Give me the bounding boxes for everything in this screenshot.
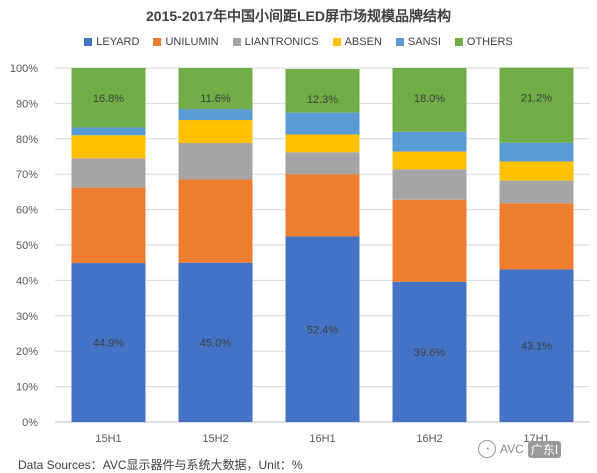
x-tick-label: 16H1	[309, 433, 335, 445]
bar-segment	[285, 69, 360, 113]
watermark-text: AVC	[500, 442, 524, 456]
legend-swatch	[454, 38, 463, 46]
y-tick-label: 20%	[16, 346, 38, 358]
bar-segment	[499, 180, 574, 204]
bar-segment	[178, 143, 253, 180]
bar-segment	[178, 109, 253, 121]
bar-segment	[71, 127, 146, 136]
x-tick-label: 15H2	[202, 433, 228, 445]
data-label: 44.9%	[93, 338, 124, 350]
legend-label: LIANTRONICS	[244, 36, 319, 48]
bar-segment	[499, 142, 574, 162]
legend-item: ABSEN	[332, 36, 382, 48]
bar-segment	[71, 187, 146, 264]
legend-item: OTHERS	[454, 36, 513, 48]
bar-segment	[178, 179, 253, 263]
y-tick-label: 40%	[16, 275, 38, 287]
x-tick-label: 15H1	[95, 433, 121, 445]
watermark: ◔ AVC 广东Ⅰ	[478, 440, 562, 458]
wechat-icon: ◔	[478, 440, 496, 458]
bar-segment	[285, 112, 360, 135]
bar-segment	[392, 199, 467, 282]
legend-label: ABSEN	[344, 36, 382, 48]
bar-segment	[71, 158, 146, 188]
y-tick-label: 60%	[16, 205, 38, 217]
bar-segment	[178, 68, 253, 110]
bar-segment	[392, 131, 467, 152]
bar-segment	[178, 120, 253, 144]
legend-swatch	[395, 38, 404, 46]
bar-segment	[71, 68, 146, 128]
data-label: 39.6%	[414, 347, 445, 359]
bar-segment	[178, 262, 253, 422]
legend-label: LEYARD	[96, 36, 140, 48]
data-label: 12.3%	[307, 94, 338, 106]
bar-segment	[392, 151, 467, 170]
legend-swatch	[84, 38, 93, 46]
data-label: 11.6%	[200, 93, 231, 105]
y-tick-label: 30%	[16, 311, 38, 323]
data-label: 16.8%	[93, 93, 124, 105]
legend-swatch	[153, 38, 162, 46]
data-source-note: Data Sources：AVC显示器件与系统大数据，Unit：%	[18, 458, 303, 472]
bar-segment	[285, 152, 360, 175]
data-label: 45.0%	[200, 337, 231, 349]
legend-item: LEYARD	[84, 36, 139, 48]
legend-item: SANSI	[395, 36, 441, 48]
y-tick-label: 100%	[10, 63, 38, 75]
bar-segment	[499, 161, 574, 181]
legend-item: UNILUMIN	[153, 36, 219, 48]
bar-segment	[499, 203, 574, 270]
bar-segment	[71, 135, 146, 159]
bar-segment	[499, 269, 574, 422]
bar-segment	[285, 174, 360, 237]
legend-swatch	[232, 38, 241, 46]
y-tick-label: 10%	[16, 382, 38, 394]
x-tick-label: 16H2	[416, 433, 442, 445]
data-label: 52.4%	[307, 324, 338, 336]
y-tick-label: 80%	[16, 134, 38, 146]
legend: LEYARD UNILUMIN LIANTRONICS ABSEN SANSI OTHER…	[0, 36, 597, 48]
legend-item: LIANTRONICS	[232, 36, 319, 48]
data-label: 43.1%	[521, 341, 552, 353]
y-tick-label: 0%	[22, 417, 38, 429]
data-label: 18.0%	[414, 93, 445, 105]
bar-segment	[71, 263, 146, 422]
legend-label: OTHERS	[466, 36, 513, 48]
y-tick-label: 90%	[16, 98, 38, 110]
bar-segment	[392, 169, 467, 200]
bar-segment	[285, 236, 360, 422]
y-tick-label: 50%	[16, 240, 38, 252]
bar-segment	[392, 68, 467, 132]
bar-segment	[285, 134, 360, 153]
bar-segment	[499, 67, 574, 143]
legend-label: UNILUMIN	[165, 36, 219, 48]
chart-title: 2015-2017年中国小间距LED屏市场规模品牌结构	[146, 8, 451, 24]
watermark-badge: 广东Ⅰ	[527, 440, 562, 458]
legend-swatch	[332, 38, 341, 46]
y-tick-label: 70%	[16, 169, 38, 181]
data-label: 21.2%	[521, 93, 552, 105]
bar-segment	[392, 281, 467, 422]
legend-label: SANSI	[407, 36, 441, 48]
